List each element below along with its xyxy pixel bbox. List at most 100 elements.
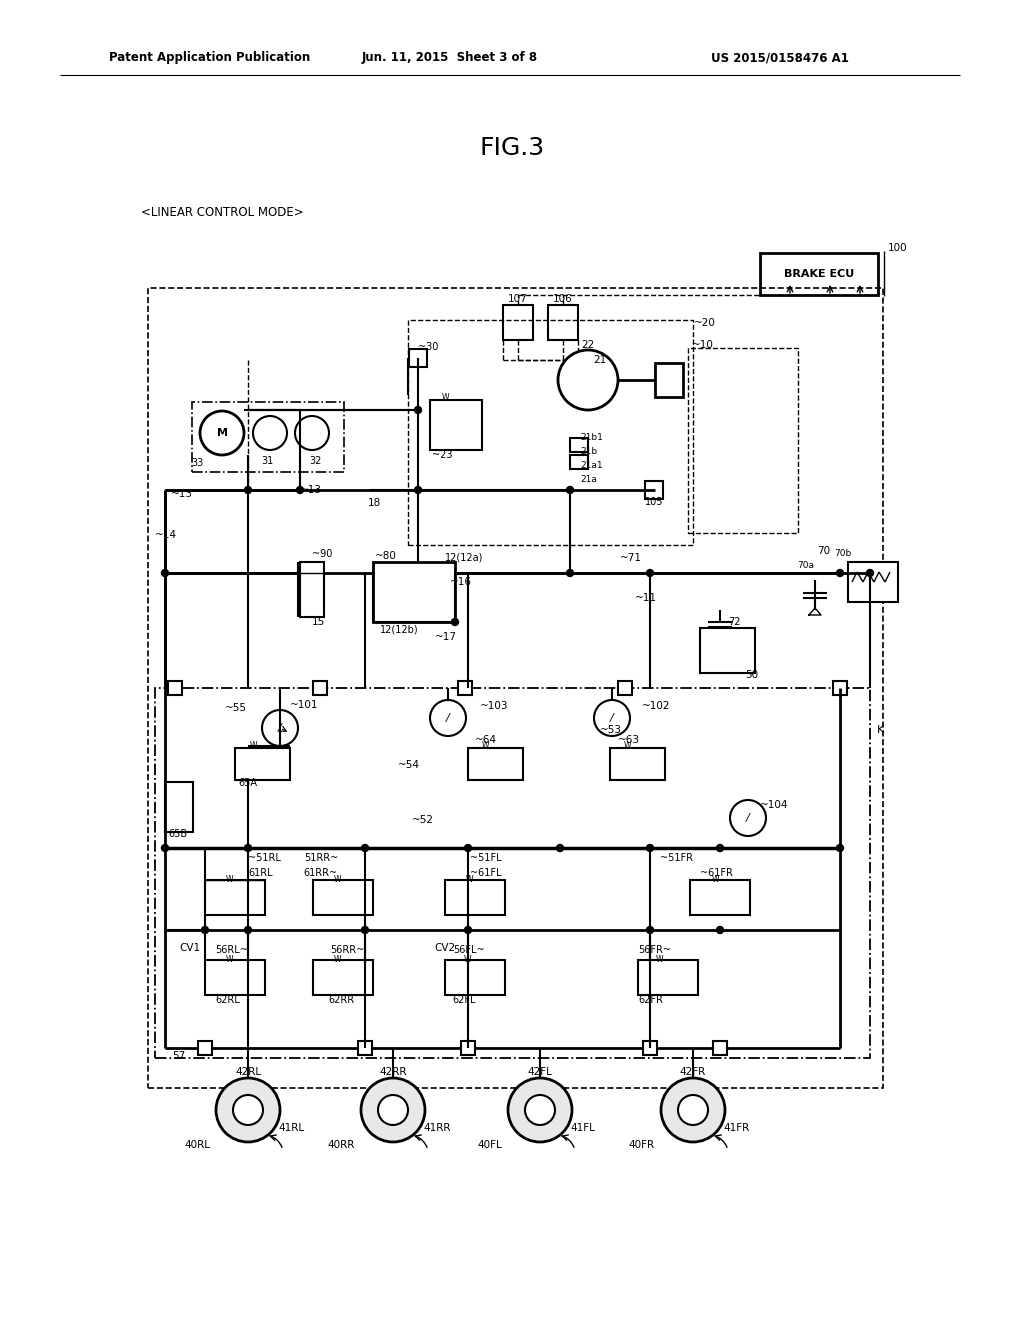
Text: 105: 105	[645, 498, 664, 507]
Bar	[468, 748, 523, 780]
Circle shape	[162, 569, 169, 577]
Text: 56RL~: 56RL~	[215, 945, 248, 954]
Bar	[300, 562, 324, 616]
Bar	[205, 960, 265, 995]
Bar	[548, 305, 578, 341]
Bar	[168, 681, 182, 696]
Text: 61RL: 61RL	[248, 869, 272, 878]
Text: ~71: ~71	[620, 553, 642, 564]
Text: ~80: ~80	[375, 550, 397, 561]
Circle shape	[566, 569, 573, 577]
Text: ~101: ~101	[290, 700, 318, 710]
Circle shape	[378, 1096, 408, 1125]
Bar	[313, 960, 373, 995]
Text: ~61FR: ~61FR	[700, 869, 733, 878]
Text: ~16: ~16	[450, 577, 472, 587]
Circle shape	[662, 1078, 725, 1142]
Text: 31: 31	[261, 455, 273, 466]
Text: 40RR: 40RR	[328, 1140, 355, 1150]
Text: ~10: ~10	[692, 341, 714, 350]
Text: W: W	[226, 875, 233, 884]
Text: 56FR~: 56FR~	[638, 945, 671, 954]
Text: 40FL: 40FL	[477, 1140, 502, 1150]
Text: ~13: ~13	[300, 484, 322, 495]
Circle shape	[837, 569, 844, 577]
Text: W: W	[482, 742, 489, 751]
Circle shape	[465, 927, 471, 933]
Bar	[408, 319, 693, 545]
Text: 33: 33	[190, 458, 203, 469]
Circle shape	[361, 927, 369, 933]
Text: 41FR: 41FR	[723, 1123, 750, 1133]
Text: ~64: ~64	[475, 735, 497, 744]
Text: 62FL: 62FL	[452, 995, 475, 1005]
Text: 32: 32	[309, 455, 322, 466]
Bar	[700, 628, 755, 673]
Text: ~63: ~63	[618, 735, 640, 744]
Text: 12(12b): 12(12b)	[380, 624, 419, 635]
Text: 70b: 70b	[835, 549, 852, 557]
Bar	[373, 562, 455, 622]
Text: W: W	[464, 956, 472, 965]
Text: 21b: 21b	[580, 447, 597, 457]
Text: /: /	[610, 713, 613, 723]
Text: W: W	[226, 956, 233, 965]
Text: ~61FL: ~61FL	[470, 869, 502, 878]
Circle shape	[566, 487, 573, 494]
Text: ~30: ~30	[418, 342, 438, 352]
Text: 70a: 70a	[798, 561, 814, 569]
Text: /: /	[746, 813, 750, 822]
Text: <LINEAR CONTROL MODE>: <LINEAR CONTROL MODE>	[140, 206, 303, 219]
Bar	[205, 880, 265, 915]
Bar	[430, 400, 482, 450]
Circle shape	[295, 416, 329, 450]
Text: 22: 22	[582, 341, 595, 350]
Bar	[445, 880, 505, 915]
Bar	[155, 688, 870, 1059]
Bar	[570, 455, 588, 469]
Circle shape	[200, 411, 244, 455]
Circle shape	[646, 569, 653, 577]
Circle shape	[216, 1078, 280, 1142]
Circle shape	[717, 927, 724, 933]
Text: ~13: ~13	[171, 488, 193, 499]
Circle shape	[415, 487, 422, 494]
Text: 61RR~: 61RR~	[304, 869, 338, 878]
Text: 21a1: 21a1	[580, 462, 603, 470]
Circle shape	[202, 927, 209, 933]
Bar	[193, 403, 344, 473]
Text: W: W	[334, 956, 342, 965]
Text: W: W	[442, 393, 450, 403]
Text: 62RL: 62RL	[215, 995, 240, 1005]
Bar	[610, 748, 665, 780]
Text: W: W	[250, 742, 257, 751]
Circle shape	[866, 569, 873, 577]
Text: 41FL: 41FL	[570, 1123, 595, 1133]
Bar	[645, 480, 663, 499]
Text: ~14: ~14	[155, 531, 177, 540]
Text: 106: 106	[553, 294, 572, 304]
Text: 42RL: 42RL	[234, 1067, 261, 1077]
Text: 56RR~: 56RR~	[330, 945, 365, 954]
Circle shape	[508, 1078, 572, 1142]
Circle shape	[717, 845, 724, 851]
Bar	[760, 253, 878, 294]
Text: /: /	[279, 723, 282, 733]
Text: 18: 18	[368, 498, 381, 508]
Text: ~103: ~103	[480, 701, 509, 711]
Bar	[148, 288, 883, 1088]
Text: M: M	[216, 428, 227, 438]
Circle shape	[646, 845, 653, 851]
Text: 72: 72	[728, 616, 740, 627]
Text: ~23: ~23	[432, 450, 453, 459]
Circle shape	[678, 1096, 708, 1125]
Text: ~51FL: ~51FL	[470, 853, 502, 863]
Text: /: /	[446, 713, 450, 723]
Text: 21b1: 21b1	[580, 433, 603, 441]
Text: FIG.3: FIG.3	[479, 136, 545, 160]
Text: W: W	[656, 956, 664, 965]
Text: ~52: ~52	[412, 814, 434, 825]
Circle shape	[556, 845, 563, 851]
Text: 62RR: 62RR	[328, 995, 354, 1005]
Text: 51RR~: 51RR~	[304, 853, 338, 863]
